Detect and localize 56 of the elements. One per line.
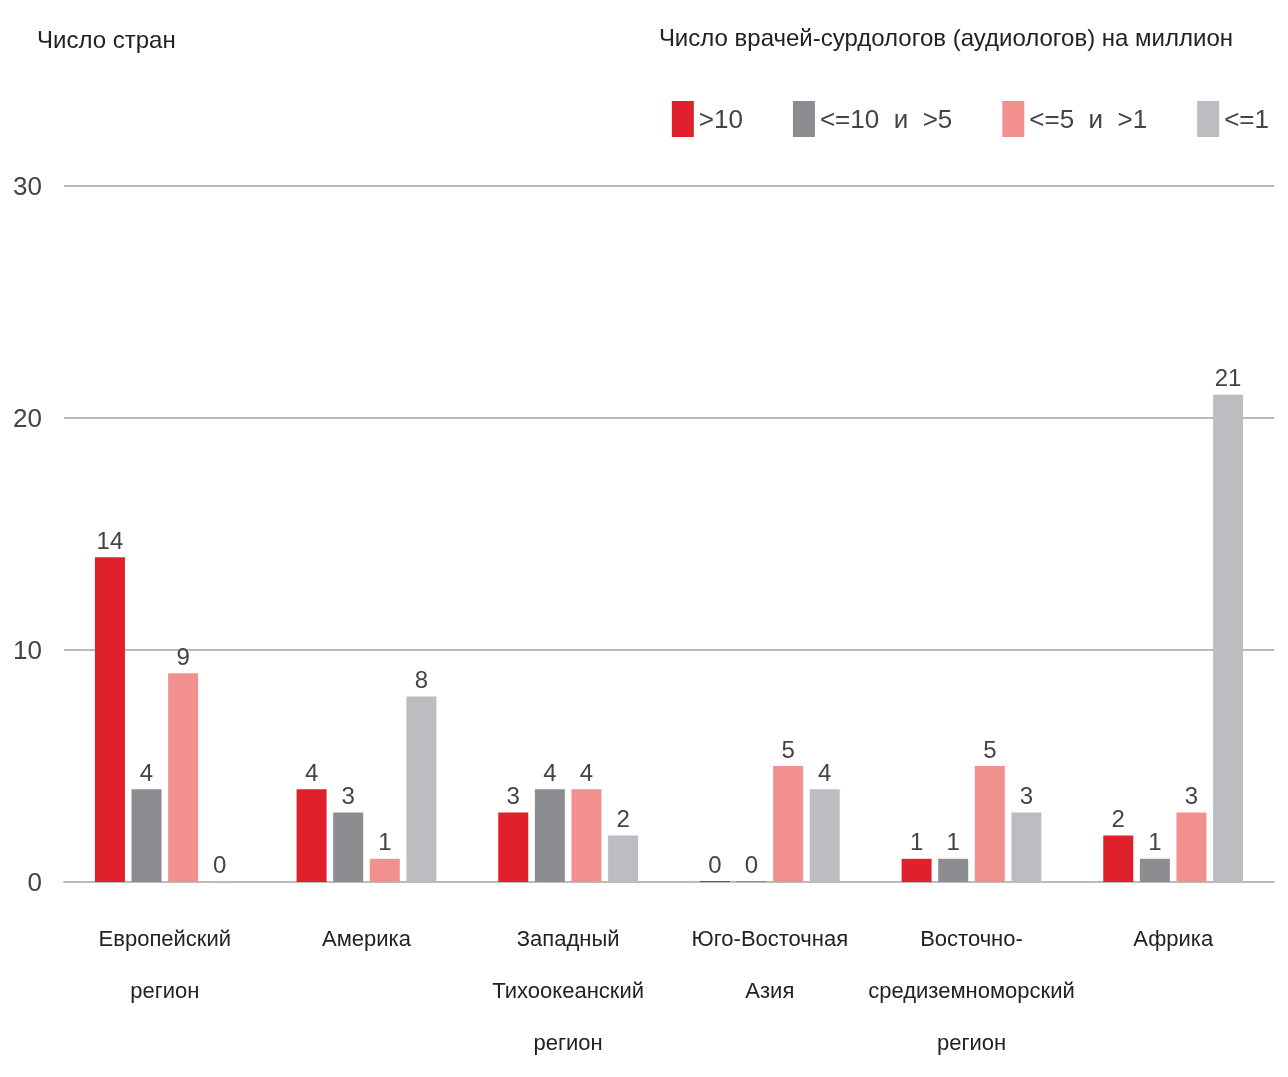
legend-label: <=5 и >1 [1029, 104, 1148, 134]
data-label: 4 [543, 758, 557, 786]
legend-label: <=1 [1224, 104, 1269, 134]
category-label: Западный Тихоокеанский регион [492, 925, 645, 1055]
data-label: 0 [708, 850, 722, 878]
bar [1139, 858, 1170, 882]
bar [974, 766, 1005, 882]
y-axis-title: Число стран [37, 25, 176, 53]
data-label: 3 [341, 781, 355, 809]
data-label: 3 [1019, 781, 1034, 809]
bar [1103, 835, 1134, 882]
data-label: 4 [139, 758, 154, 786]
bar [534, 789, 565, 882]
data-label: 1 [378, 828, 392, 856]
category-label: Восточно-средиземноморский регион [868, 925, 1075, 1055]
bar [901, 858, 932, 882]
y-tick-label: 20 [13, 403, 42, 433]
category-label: Европейский регион [98, 925, 232, 1003]
data-label: 4 [818, 758, 832, 786]
data-label: 4 [579, 758, 594, 786]
data-label: 1 [1148, 828, 1162, 856]
x-tick-label: Америка [322, 925, 412, 951]
bar [498, 812, 529, 882]
data-label: 4 [304, 758, 319, 786]
bar [94, 557, 125, 882]
data-label: 5 [781, 735, 795, 763]
y-tick-label: 10 [13, 635, 42, 665]
data-label: 0 [744, 850, 759, 878]
legend-title: Число врачей-сурдологов (аудиологов) на миллион [658, 23, 1233, 51]
bar [333, 812, 364, 882]
y-tick-label: 30 [13, 171, 42, 201]
data-label: 5 [983, 735, 997, 763]
x-tick-label: Африка [1133, 925, 1214, 951]
data-label: 14 [96, 526, 124, 554]
category-label: Юго-Восточная Азия [691, 925, 849, 1003]
bar [168, 673, 199, 882]
data-label: 8 [414, 665, 429, 693]
bar [938, 858, 969, 882]
legend-label: <=10 и >5 [819, 104, 953, 134]
data-label: 1 [946, 828, 960, 856]
data-label: 1 [909, 828, 924, 856]
bar [131, 789, 162, 882]
data-label: 21 [1214, 364, 1242, 392]
data-label: 0 [213, 850, 227, 878]
legend-label: >10 [698, 104, 743, 134]
data-label: 2 [1111, 805, 1125, 833]
bar [369, 858, 400, 882]
bar [296, 789, 327, 882]
bar [1176, 812, 1207, 882]
bar [571, 789, 602, 882]
data-label: 3 [1184, 781, 1199, 809]
data-label: 3 [506, 781, 520, 809]
y-tick-label: 0 [27, 867, 42, 897]
data-label: 2 [616, 805, 630, 833]
data-label: 9 [176, 642, 190, 670]
bar [773, 766, 804, 882]
